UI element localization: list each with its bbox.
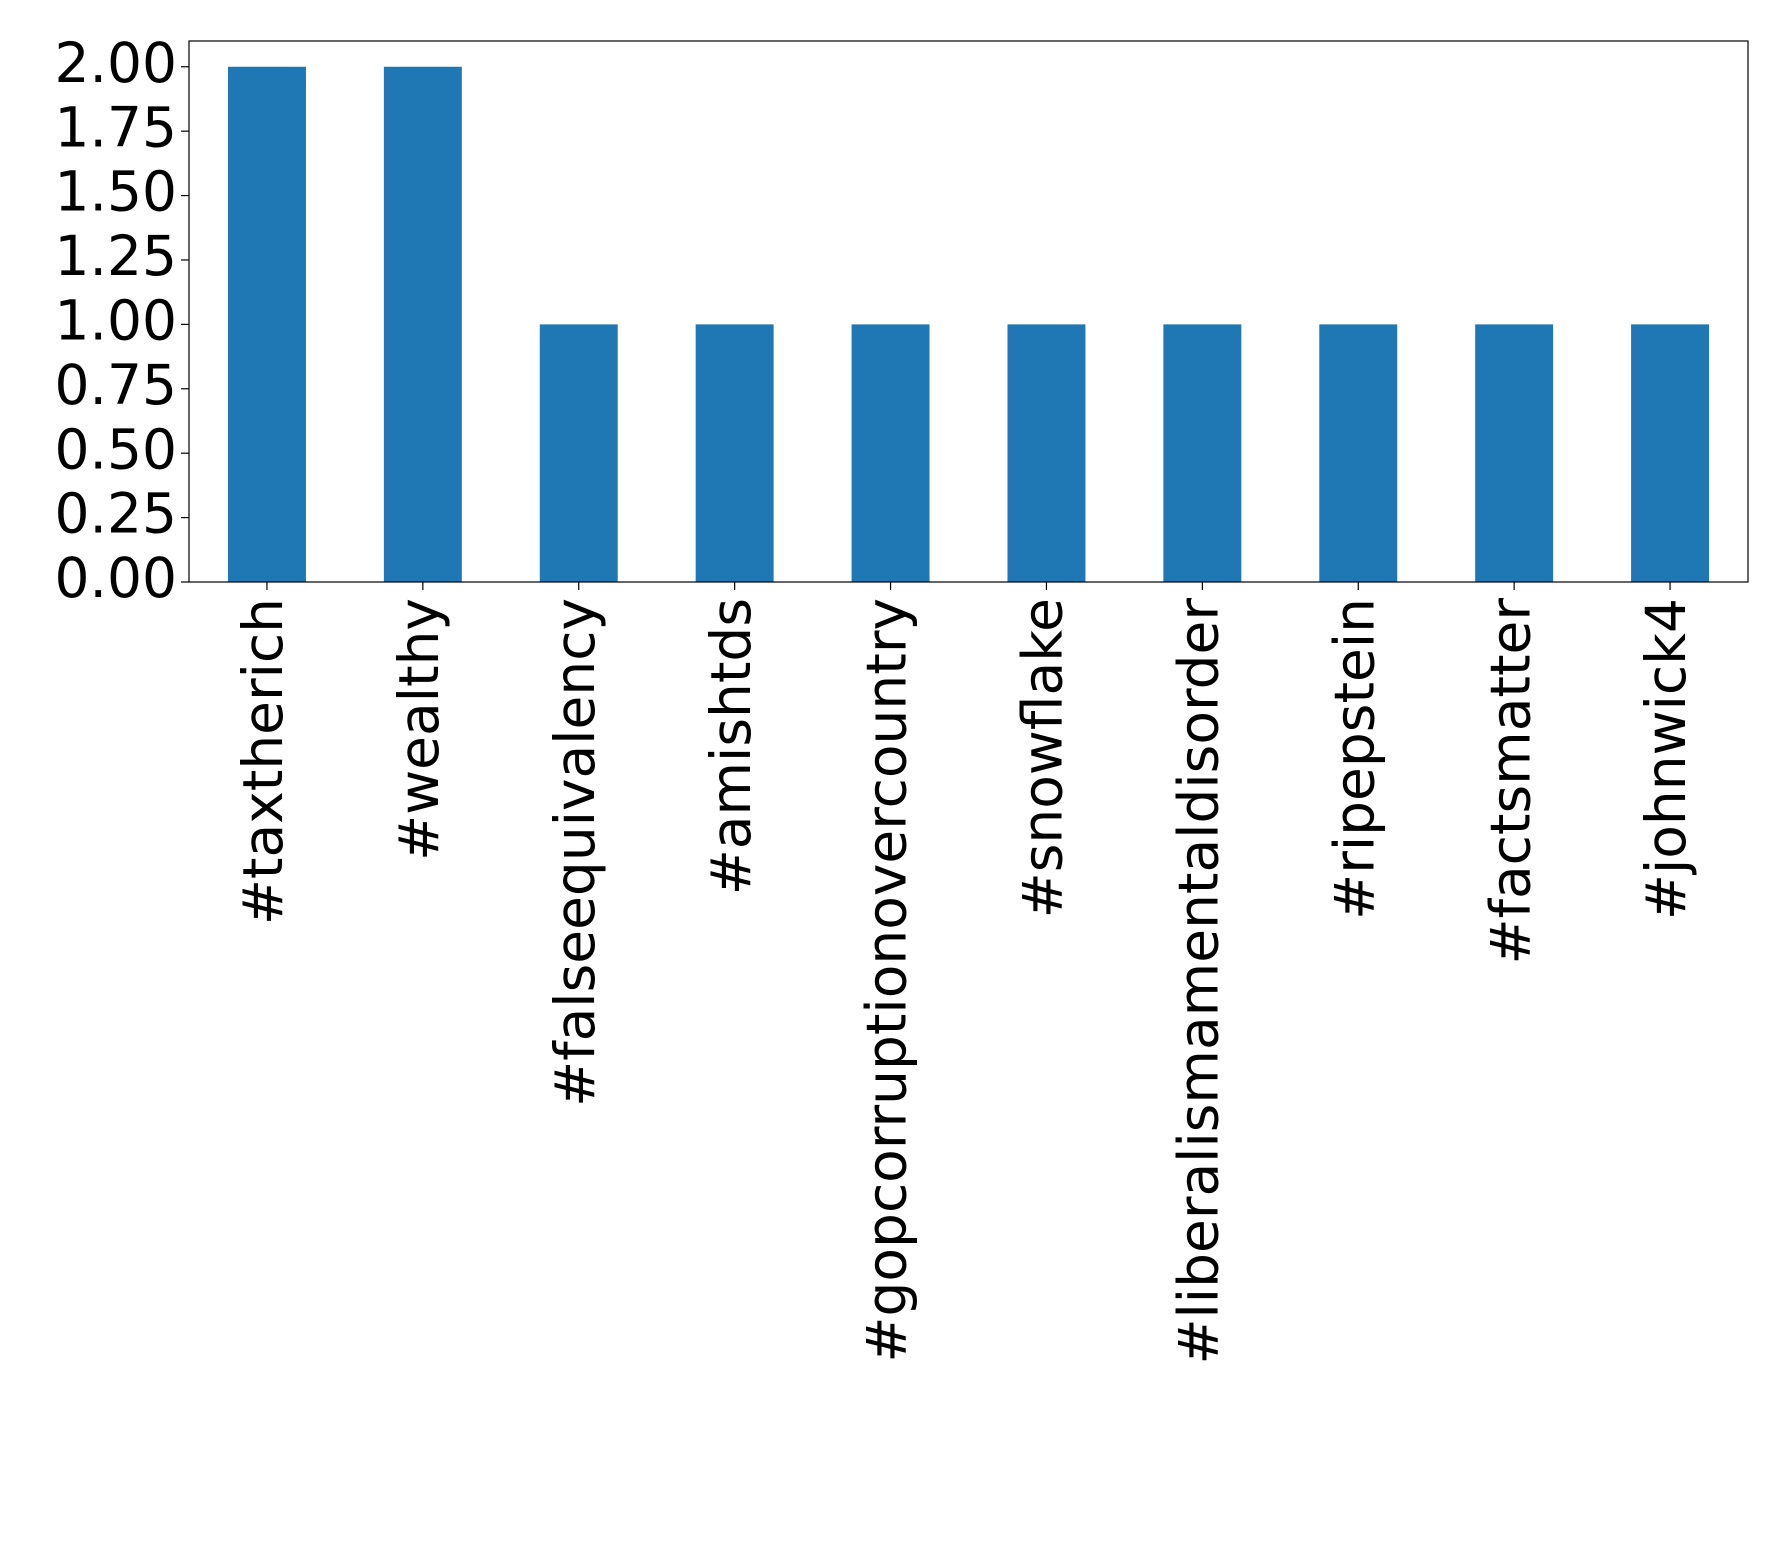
bar (227, 66, 306, 582)
bar (1163, 324, 1242, 582)
bar (539, 324, 618, 582)
bar (851, 324, 930, 582)
bar (1007, 324, 1086, 582)
y-tick-label: 0.00 (55, 546, 177, 610)
bar (1319, 324, 1398, 582)
y-tick-label: 1.25 (55, 224, 177, 288)
y-tick-label: 2.00 (55, 31, 177, 95)
y-tick-label: 0.75 (55, 353, 177, 417)
bar (1475, 324, 1554, 582)
y-tick-label: 1.75 (55, 95, 177, 159)
y-tick-label: 1.50 (55, 160, 177, 224)
x-tick-label: #amishtds (699, 598, 763, 895)
y-tick-label: 0.50 (55, 417, 177, 481)
y-tick-label: 1.00 (55, 289, 177, 353)
x-tick-label: #factsmatter (1478, 598, 1542, 965)
x-tick-label: #ripepstein (1322, 598, 1386, 920)
x-tick-label: #falseequivalency (543, 598, 607, 1107)
plot-frame (188, 40, 1749, 583)
x-tick-label: #wealthy (387, 598, 451, 861)
x-tick-label: #taxtherich (231, 598, 295, 925)
bar (695, 324, 774, 582)
y-tick-label: 0.25 (55, 482, 177, 546)
x-tick-label: #liberalismamentaldisorder (1166, 598, 1230, 1365)
x-tick-label: #gopcorruptionovercountry (855, 598, 919, 1363)
x-tick-label: #snowflake (1011, 598, 1075, 918)
bar (383, 66, 462, 582)
bar (1631, 324, 1710, 582)
x-tick-label: #johnwick4 (1634, 598, 1698, 920)
